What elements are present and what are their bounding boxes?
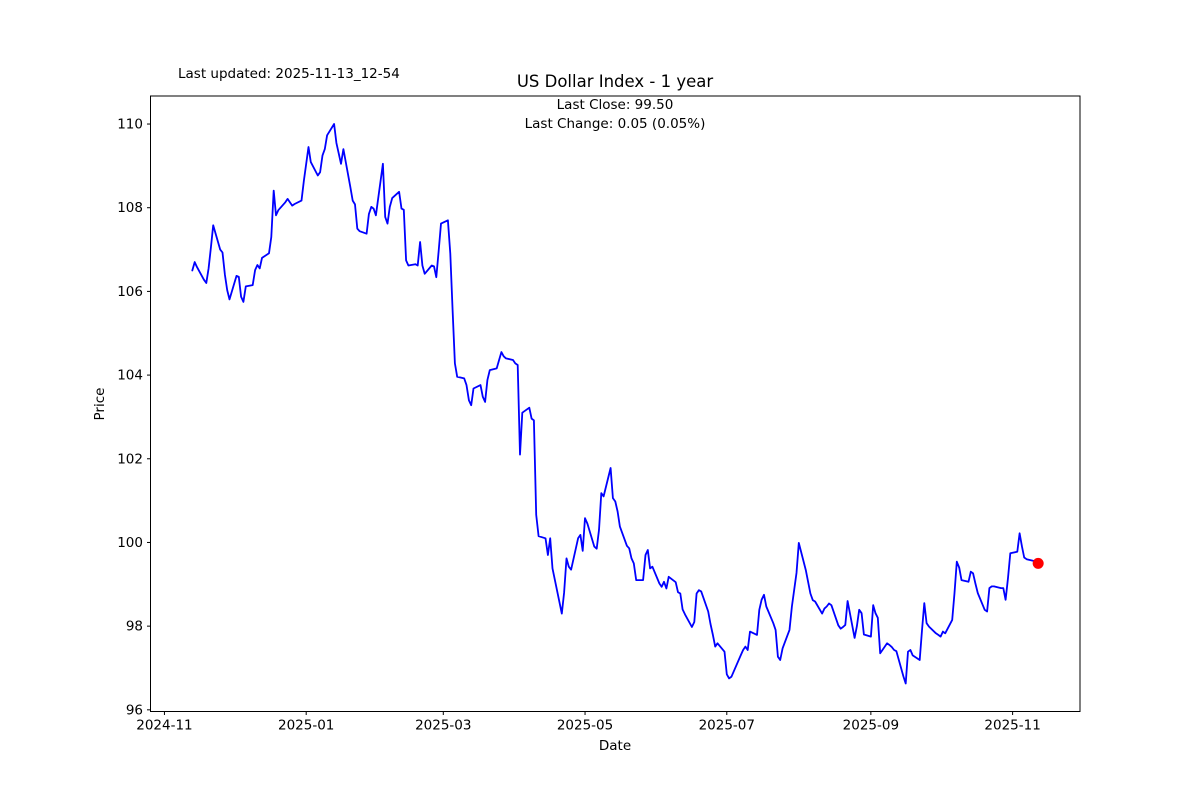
y-tick-label: 108: [117, 200, 143, 216]
x-tick-label: 2025-07: [699, 718, 755, 734]
x-tick-label: 2025-09: [843, 718, 899, 734]
plot-border: [150, 95, 1081, 712]
x-tick-label: 2025-03: [415, 718, 471, 734]
last-updated-text: Last updated: 2025-11-13_12-54: [178, 66, 400, 82]
y-tick-label: 102: [117, 451, 143, 467]
price-line: [191, 123, 1040, 685]
y-tick-label: 106: [117, 284, 143, 300]
last-close-annotation: Last Close: 99.50 Last Change: 0.05 (0.0…: [150, 96, 1080, 133]
chart-title: US Dollar Index - 1 year: [516, 72, 714, 91]
y-tick-label: 104: [117, 368, 143, 384]
x-axis-label: Date: [598, 738, 632, 754]
last-price-marker: [1032, 557, 1044, 569]
y-tick-label: 96: [126, 702, 143, 718]
x-tick-label: 2025-05: [557, 718, 613, 734]
x-tick-label: 2025-01: [278, 718, 334, 734]
y-tick-label: 98: [126, 619, 143, 635]
last-change-text: Last Change: 0.05 (0.05%): [524, 115, 706, 132]
x-tick-label: 2025-11: [984, 718, 1040, 734]
x-tick-label: 2024-11: [136, 718, 192, 734]
last-close-text: Last Close: 99.50: [556, 97, 674, 113]
y-tick-label: 110: [117, 117, 143, 133]
y-axis-label: Price: [92, 387, 108, 421]
y-tick-label: 100: [117, 535, 143, 551]
